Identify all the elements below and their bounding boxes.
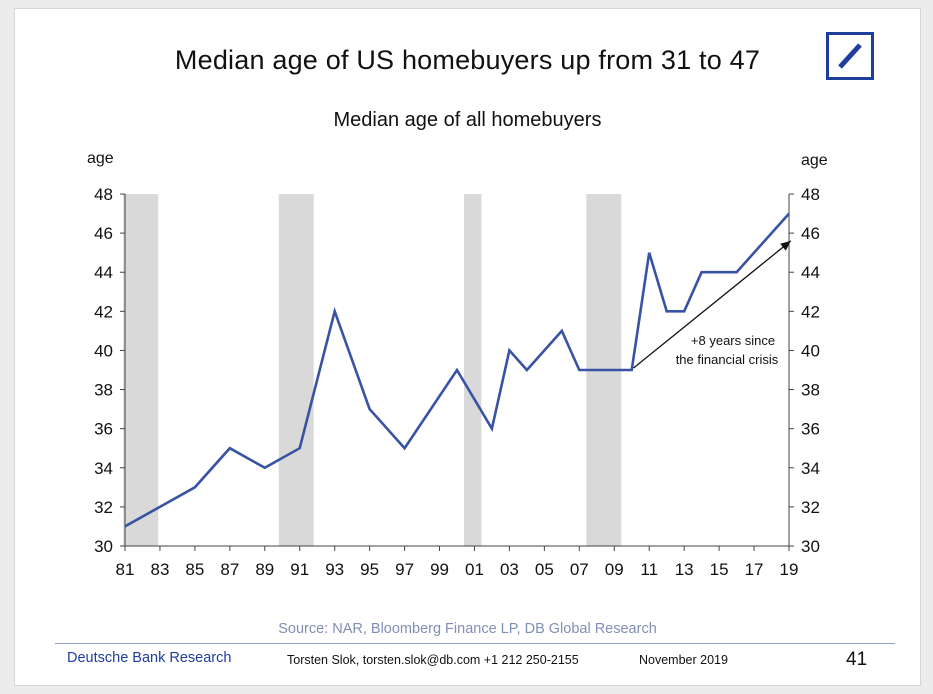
y-tick-label-left: 48 xyxy=(94,185,113,204)
x-tick-label: 15 xyxy=(710,560,729,579)
x-tick-label: 07 xyxy=(570,560,589,579)
y-tick-label-right: 36 xyxy=(801,420,820,439)
x-tick-label: 01 xyxy=(465,560,484,579)
y-tick-label-right: 46 xyxy=(801,224,820,243)
recession-band xyxy=(463,194,482,546)
annotation-text-line: the financial crisis xyxy=(676,352,779,367)
x-tick-label: 03 xyxy=(500,560,519,579)
annotation-arrow-line xyxy=(633,240,792,369)
y-tick-label-right: 48 xyxy=(801,185,820,204)
annotation-text-line: +8 years since xyxy=(691,333,775,348)
y-tick-label-right: 34 xyxy=(801,459,820,478)
x-tick-label: 87 xyxy=(220,560,239,579)
slide: Median age of US homebuyers up from 31 t… xyxy=(14,8,921,686)
x-tick-label: 91 xyxy=(290,560,309,579)
x-tick-label: 85 xyxy=(185,560,204,579)
x-tick-label: 13 xyxy=(675,560,694,579)
x-tick-label: 83 xyxy=(150,560,169,579)
x-tick-label: 89 xyxy=(255,560,274,579)
x-tick-label: 17 xyxy=(745,560,764,579)
y-tick-label-left: 32 xyxy=(94,498,113,517)
y-tick-label-left: 36 xyxy=(94,420,113,439)
y-tick-label-right: 38 xyxy=(801,381,820,400)
x-tick-label: 95 xyxy=(360,560,379,579)
y-tick-label-right: 40 xyxy=(801,341,820,360)
recession-band xyxy=(123,194,159,546)
y-axis-label-left: age xyxy=(87,150,114,167)
y-tick-label-left: 30 xyxy=(94,537,113,556)
x-tick-label: 99 xyxy=(430,560,449,579)
y-tick-label-right: 42 xyxy=(801,302,820,321)
y-tick-label-right: 32 xyxy=(801,498,820,517)
y-tick-label-left: 42 xyxy=(94,302,113,321)
recession-band xyxy=(278,194,314,546)
x-tick-label: 05 xyxy=(535,560,554,579)
x-tick-label: 11 xyxy=(640,560,658,579)
footer-divider xyxy=(55,643,895,644)
author-contact: Torsten Slok, torsten.slok@db.com +1 212… xyxy=(287,653,579,667)
x-tick-label: 93 xyxy=(325,560,344,579)
x-tick-label: 19 xyxy=(780,560,799,579)
y-tick-label-left: 38 xyxy=(94,381,113,400)
x-tick-label: 09 xyxy=(605,560,624,579)
publish-date: November 2019 xyxy=(639,653,728,667)
brand-name: Deutsche Bank Research xyxy=(67,650,232,666)
y-tick-label-right: 30 xyxy=(801,537,820,556)
slide-title: Median age of US homebuyers up from 31 t… xyxy=(174,45,761,75)
source-note: Source: NAR, Bloomberg Finance LP, DB Gl… xyxy=(278,621,657,637)
chart-subtitle: Median age of all homebuyers xyxy=(333,109,602,131)
y-tick-label-left: 40 xyxy=(94,341,113,360)
y-tick-label-left: 46 xyxy=(94,224,113,243)
y-tick-label-left: 34 xyxy=(94,459,113,478)
y-tick-label-right: 44 xyxy=(801,263,820,282)
series-line xyxy=(124,212,790,528)
y-axis-label-right: age xyxy=(801,152,828,169)
y-tick-label-left: 44 xyxy=(94,263,113,282)
deutsche-bank-logo-icon xyxy=(826,32,874,80)
page-number: 41 xyxy=(846,649,868,670)
x-tick-label: 97 xyxy=(395,560,414,579)
line-chart: 30 30 32 32 34 34 36 36 38 38 40 40 42 42 44 44 46 46 48 48… xyxy=(87,150,828,579)
x-tick-label: 81 xyxy=(116,560,135,579)
annotation-arrow-head xyxy=(780,240,791,251)
